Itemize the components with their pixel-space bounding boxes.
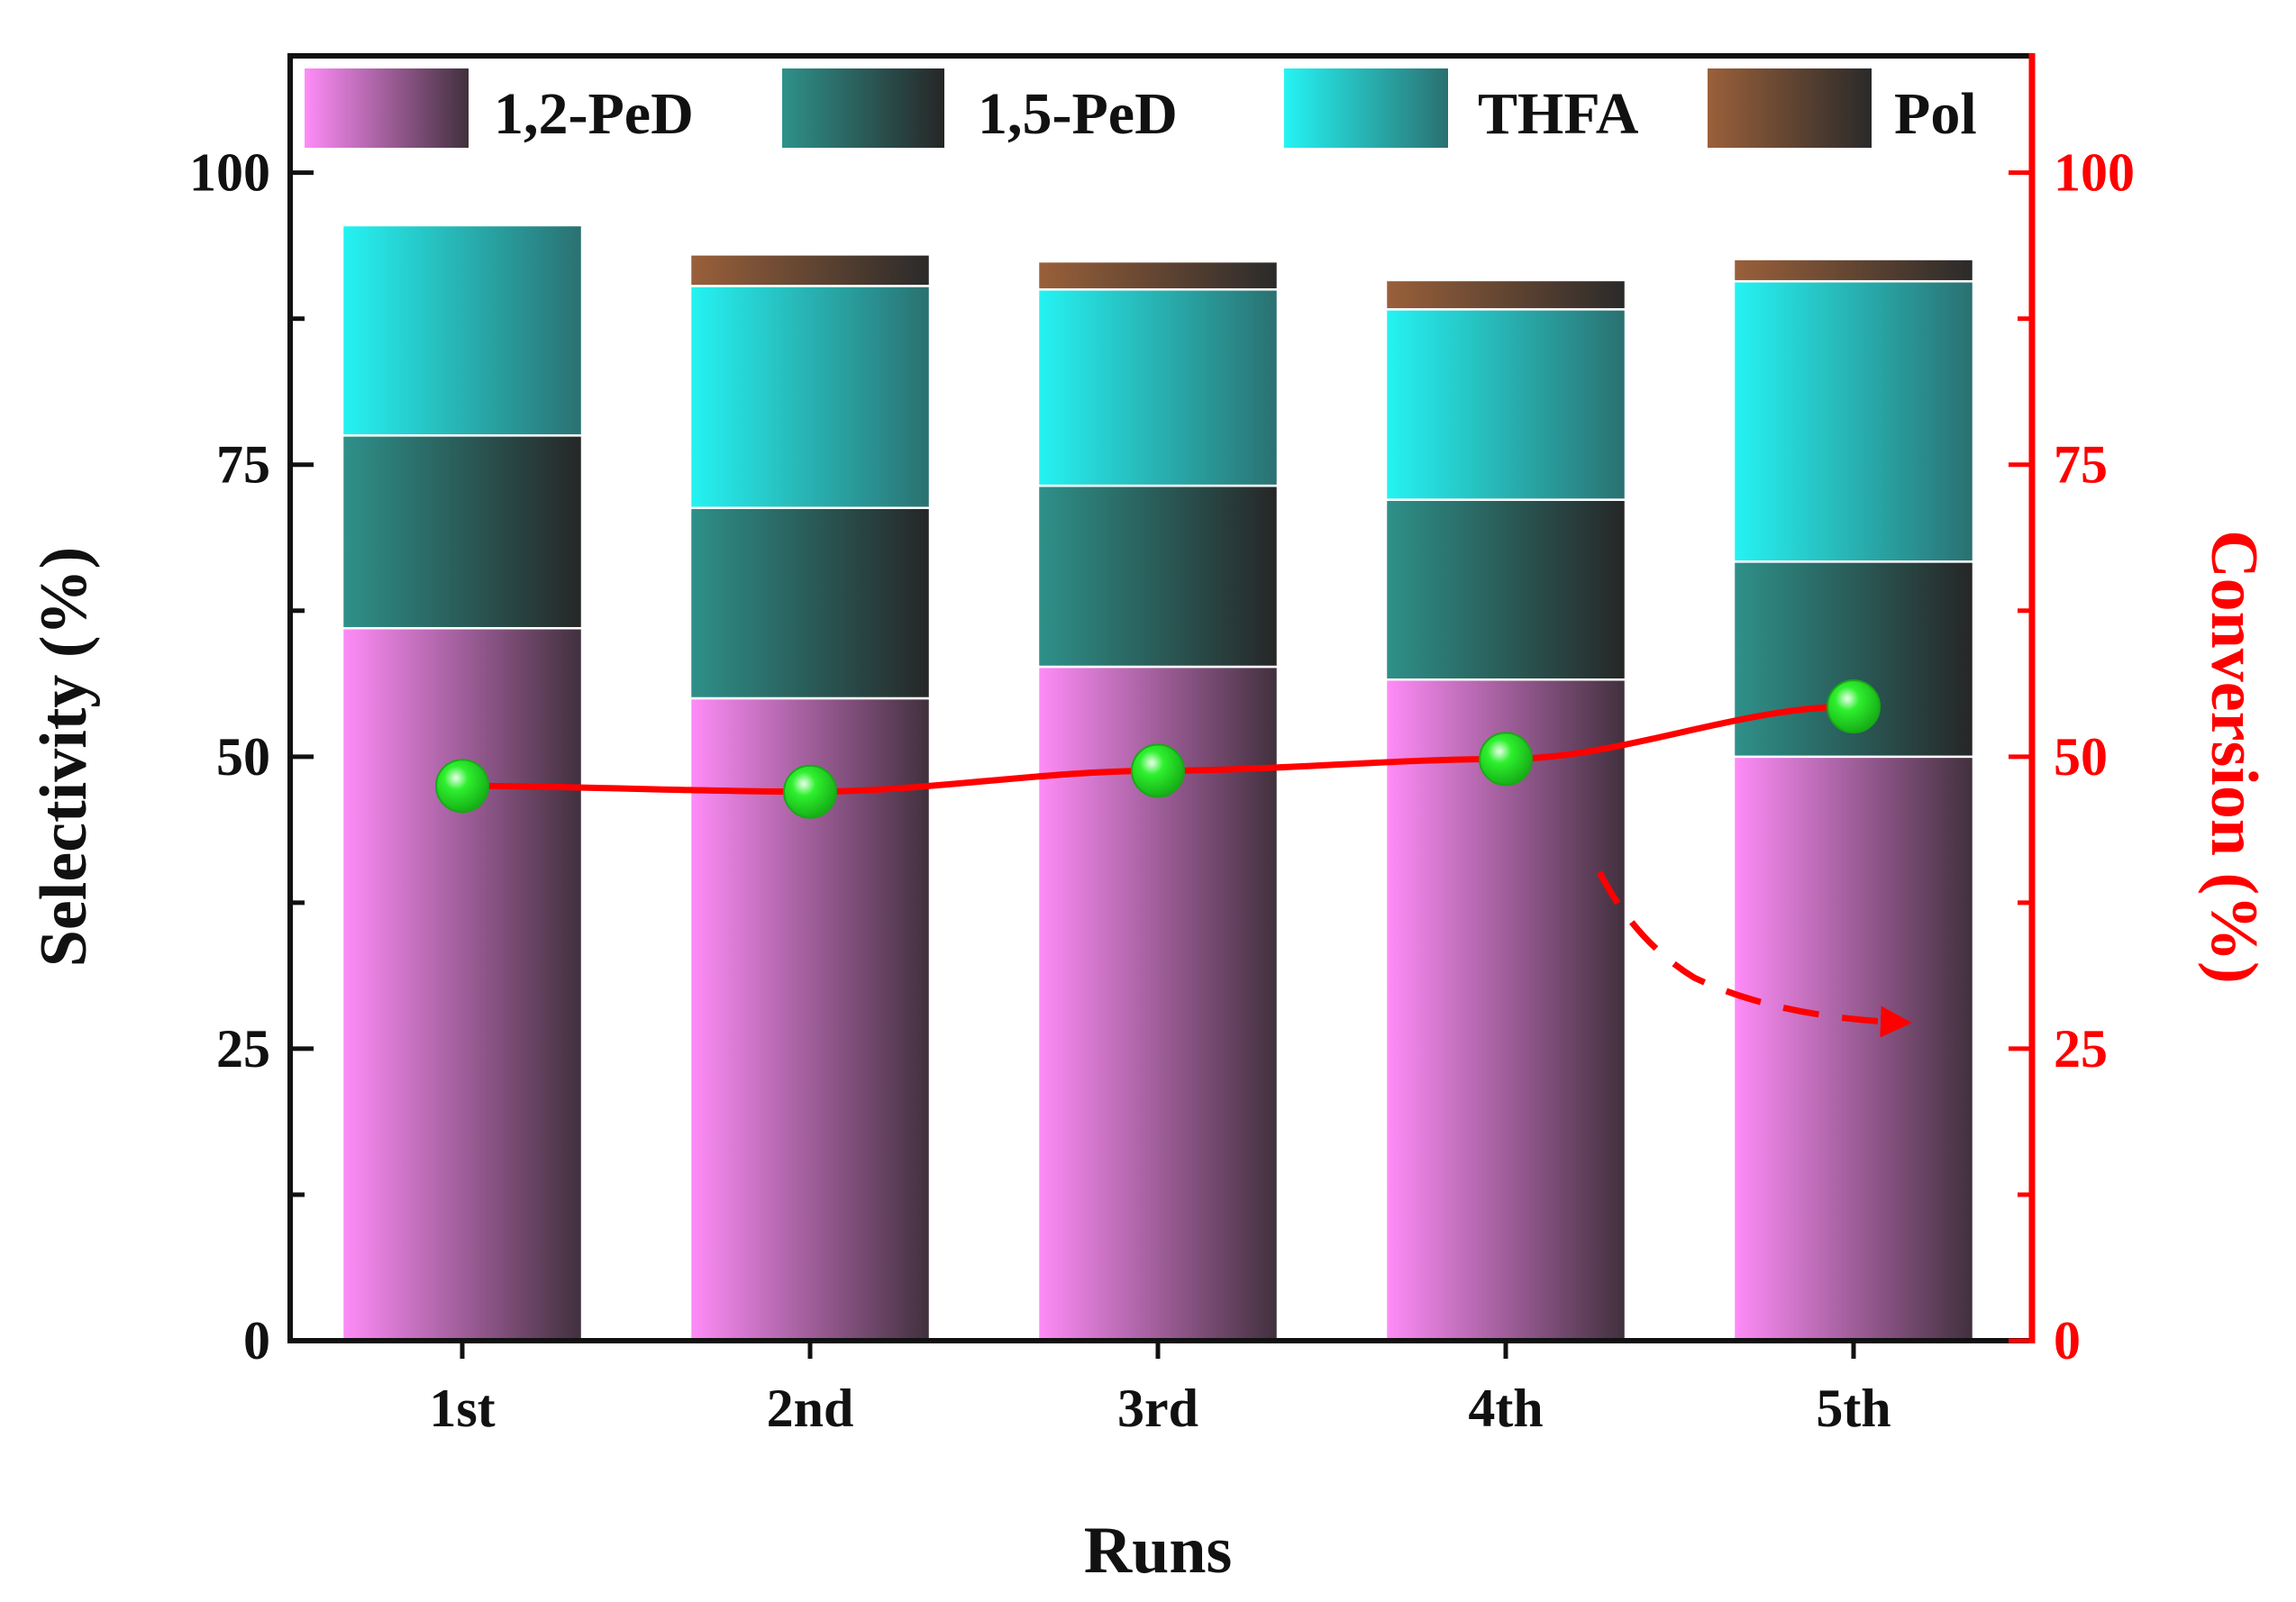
- bar-group-5th: [1732, 258, 1975, 1343]
- legend-label-pol: Pol: [1894, 81, 1977, 147]
- y-tick-label-75: 75: [216, 435, 270, 495]
- conversion-point-1st: [435, 759, 489, 814]
- conversion-point-2nd: [783, 764, 837, 819]
- bar-1-5-ped-4th: [1384, 498, 1627, 681]
- bar-thfa-2nd: [688, 285, 932, 509]
- legend-swatch-pol: [1708, 68, 1872, 148]
- conversion-point-5th: [1827, 679, 1881, 734]
- bar-group-3rd: [1036, 259, 1280, 1343]
- x-tick-label-1st: 1st: [429, 1379, 495, 1438]
- legend-label-thfa: THFA: [1478, 81, 1639, 147]
- bar-1-2-ped-4th: [1384, 678, 1627, 1343]
- bar-pol-5th: [1732, 258, 1975, 283]
- legend-item-thfa: THFA: [1284, 68, 1639, 148]
- bar-thfa-4th: [1384, 308, 1627, 501]
- axis-labels: Runs Selectivity (%) Conversion (%): [27, 530, 2271, 1588]
- legend-swatch-1-5-ped: [782, 68, 944, 148]
- legend-label-1-5-ped: 1,5-PeD: [978, 81, 1178, 147]
- bar-group-1st: [341, 223, 584, 1343]
- dashed-arrow-annotation: [1596, 870, 1912, 1038]
- legend-item-pol: Pol: [1708, 68, 1977, 148]
- x-axis-title: Runs: [1084, 1514, 1233, 1588]
- y2-axis-title: Conversion (%): [2197, 530, 2271, 984]
- bar-group-2nd: [688, 253, 932, 1343]
- bar-1-5-ped-1st: [341, 434, 584, 630]
- y2-tick-label-25: 25: [2054, 1019, 2108, 1079]
- bar-thfa-3rd: [1036, 288, 1280, 487]
- bar-thfa-1st: [341, 223, 584, 437]
- bar-1-5-ped-3rd: [1036, 484, 1280, 669]
- bar-group-4th: [1384, 278, 1627, 1343]
- bar-1-2-ped-1st: [341, 626, 584, 1343]
- bars-layer: [341, 223, 1975, 1343]
- y2-tick-label-50: 50: [2054, 727, 2108, 787]
- bar-1-5-ped-2nd: [688, 506, 932, 700]
- bar-pol-3rd: [1036, 259, 1280, 291]
- y-axis-title: Selectivity (%): [27, 547, 101, 967]
- conversion-point-3rd: [1131, 743, 1185, 798]
- y-tick-label-0: 0: [243, 1311, 270, 1370]
- x-tick-label-4th: 4th: [1468, 1379, 1543, 1438]
- y2-tick-label-75: 75: [2054, 435, 2108, 495]
- bar-pol-4th: [1384, 278, 1627, 311]
- bar-thfa-5th: [1732, 279, 1975, 563]
- conversion-line-layer: [435, 679, 1912, 1038]
- bar-pol-2nd: [688, 253, 932, 287]
- y-tick-label-50: 50: [216, 727, 270, 787]
- y2-tick-label-100: 100: [2054, 143, 2135, 203]
- y-tick-label-100: 100: [189, 143, 270, 203]
- legend-swatch-thfa: [1284, 68, 1448, 148]
- x-tick-label-5th: 5th: [1816, 1379, 1891, 1438]
- legend-swatch-1-2-ped: [305, 68, 469, 148]
- legend-item-1-5-ped: 1,5-PeD: [782, 68, 1178, 148]
- x-tick-label-2nd: 2nd: [767, 1379, 854, 1438]
- conversion-point-4th: [1479, 732, 1533, 787]
- bar-1-2-ped-5th: [1732, 755, 1975, 1343]
- legend-label-1-2-ped: 1,2-PeD: [494, 81, 694, 147]
- legend-item-1-2-ped: 1,2-PeD: [305, 68, 694, 148]
- y2-tick-label-0: 0: [2054, 1311, 2081, 1370]
- legend: 1,2-PeD 1,5-PeD THFA Pol: [305, 68, 1977, 148]
- plot-frame: 0 25 50 75 100 0 25 50 75 100 1st 2nd 3rd 4th 5th: [189, 53, 2135, 1438]
- x-tick-label-3rd: 3rd: [1117, 1379, 1198, 1438]
- y-tick-label-25: 25: [216, 1019, 270, 1079]
